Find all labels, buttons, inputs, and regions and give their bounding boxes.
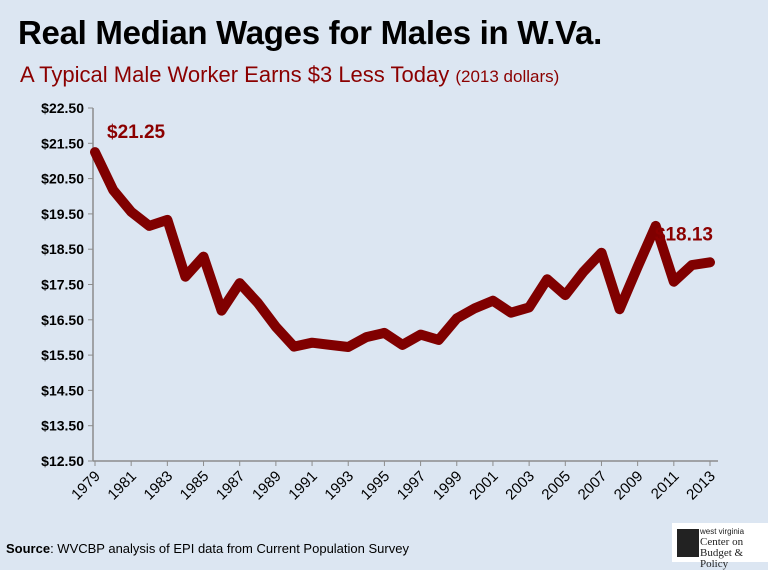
y-tick-label: $15.50 bbox=[41, 347, 84, 363]
x-tick-label: 2005 bbox=[539, 468, 575, 504]
x-tick-label: 1995 bbox=[358, 468, 394, 504]
wvcbp-logo: west virginia Center on Budget & Policy bbox=[672, 523, 768, 562]
x-tick-label: 1997 bbox=[394, 468, 430, 504]
x-tick-label: 1999 bbox=[430, 468, 466, 504]
y-tick-label: $12.50 bbox=[41, 453, 84, 469]
y-tick-label: $16.50 bbox=[41, 312, 84, 328]
logo-mark bbox=[677, 529, 699, 557]
y-tick-label: $18.50 bbox=[41, 241, 84, 257]
y-tick-label: $14.50 bbox=[41, 382, 84, 398]
x-tick-label: 2013 bbox=[683, 468, 719, 504]
x-tick-label: 2003 bbox=[502, 468, 538, 504]
start-value-label: $21.25 bbox=[107, 122, 166, 143]
x-tick-label: 2011 bbox=[648, 468, 683, 503]
x-tick-label: 1993 bbox=[321, 468, 357, 504]
x-tick-label: 1985 bbox=[177, 468, 213, 504]
y-tick-label: $17.50 bbox=[41, 277, 84, 293]
x-tick-label: 1981 bbox=[104, 468, 140, 504]
x-tick-label: 1987 bbox=[213, 468, 249, 504]
y-tick-label: $20.50 bbox=[41, 171, 84, 187]
x-tick-label: 2007 bbox=[575, 468, 611, 504]
source-note: Source: WVCBP analysis of EPI data from … bbox=[6, 541, 409, 556]
y-tick-label: $13.50 bbox=[41, 418, 84, 434]
wage-series-line bbox=[95, 152, 710, 347]
x-tick-label: 2009 bbox=[611, 468, 647, 504]
logo-line3: Budget & Policy bbox=[700, 548, 768, 570]
source-text: : WVCBP analysis of EPI data from Curren… bbox=[50, 541, 409, 556]
x-tick-label: 1989 bbox=[249, 468, 285, 504]
x-tick-label: 1983 bbox=[141, 468, 177, 504]
x-tick-label: 2001 bbox=[466, 468, 502, 504]
end-value-label: $18.13 bbox=[655, 224, 713, 245]
source-label: Source bbox=[6, 541, 50, 556]
y-tick-label: $21.50 bbox=[41, 135, 84, 151]
x-tick-label: 1991 bbox=[285, 468, 321, 504]
x-tick-label: 1979 bbox=[68, 468, 104, 504]
logo-text: west virginia Center on Budget & Policy bbox=[700, 526, 768, 570]
y-tick-label: $19.50 bbox=[41, 206, 84, 222]
y-tick-label: $22.50 bbox=[41, 100, 84, 116]
